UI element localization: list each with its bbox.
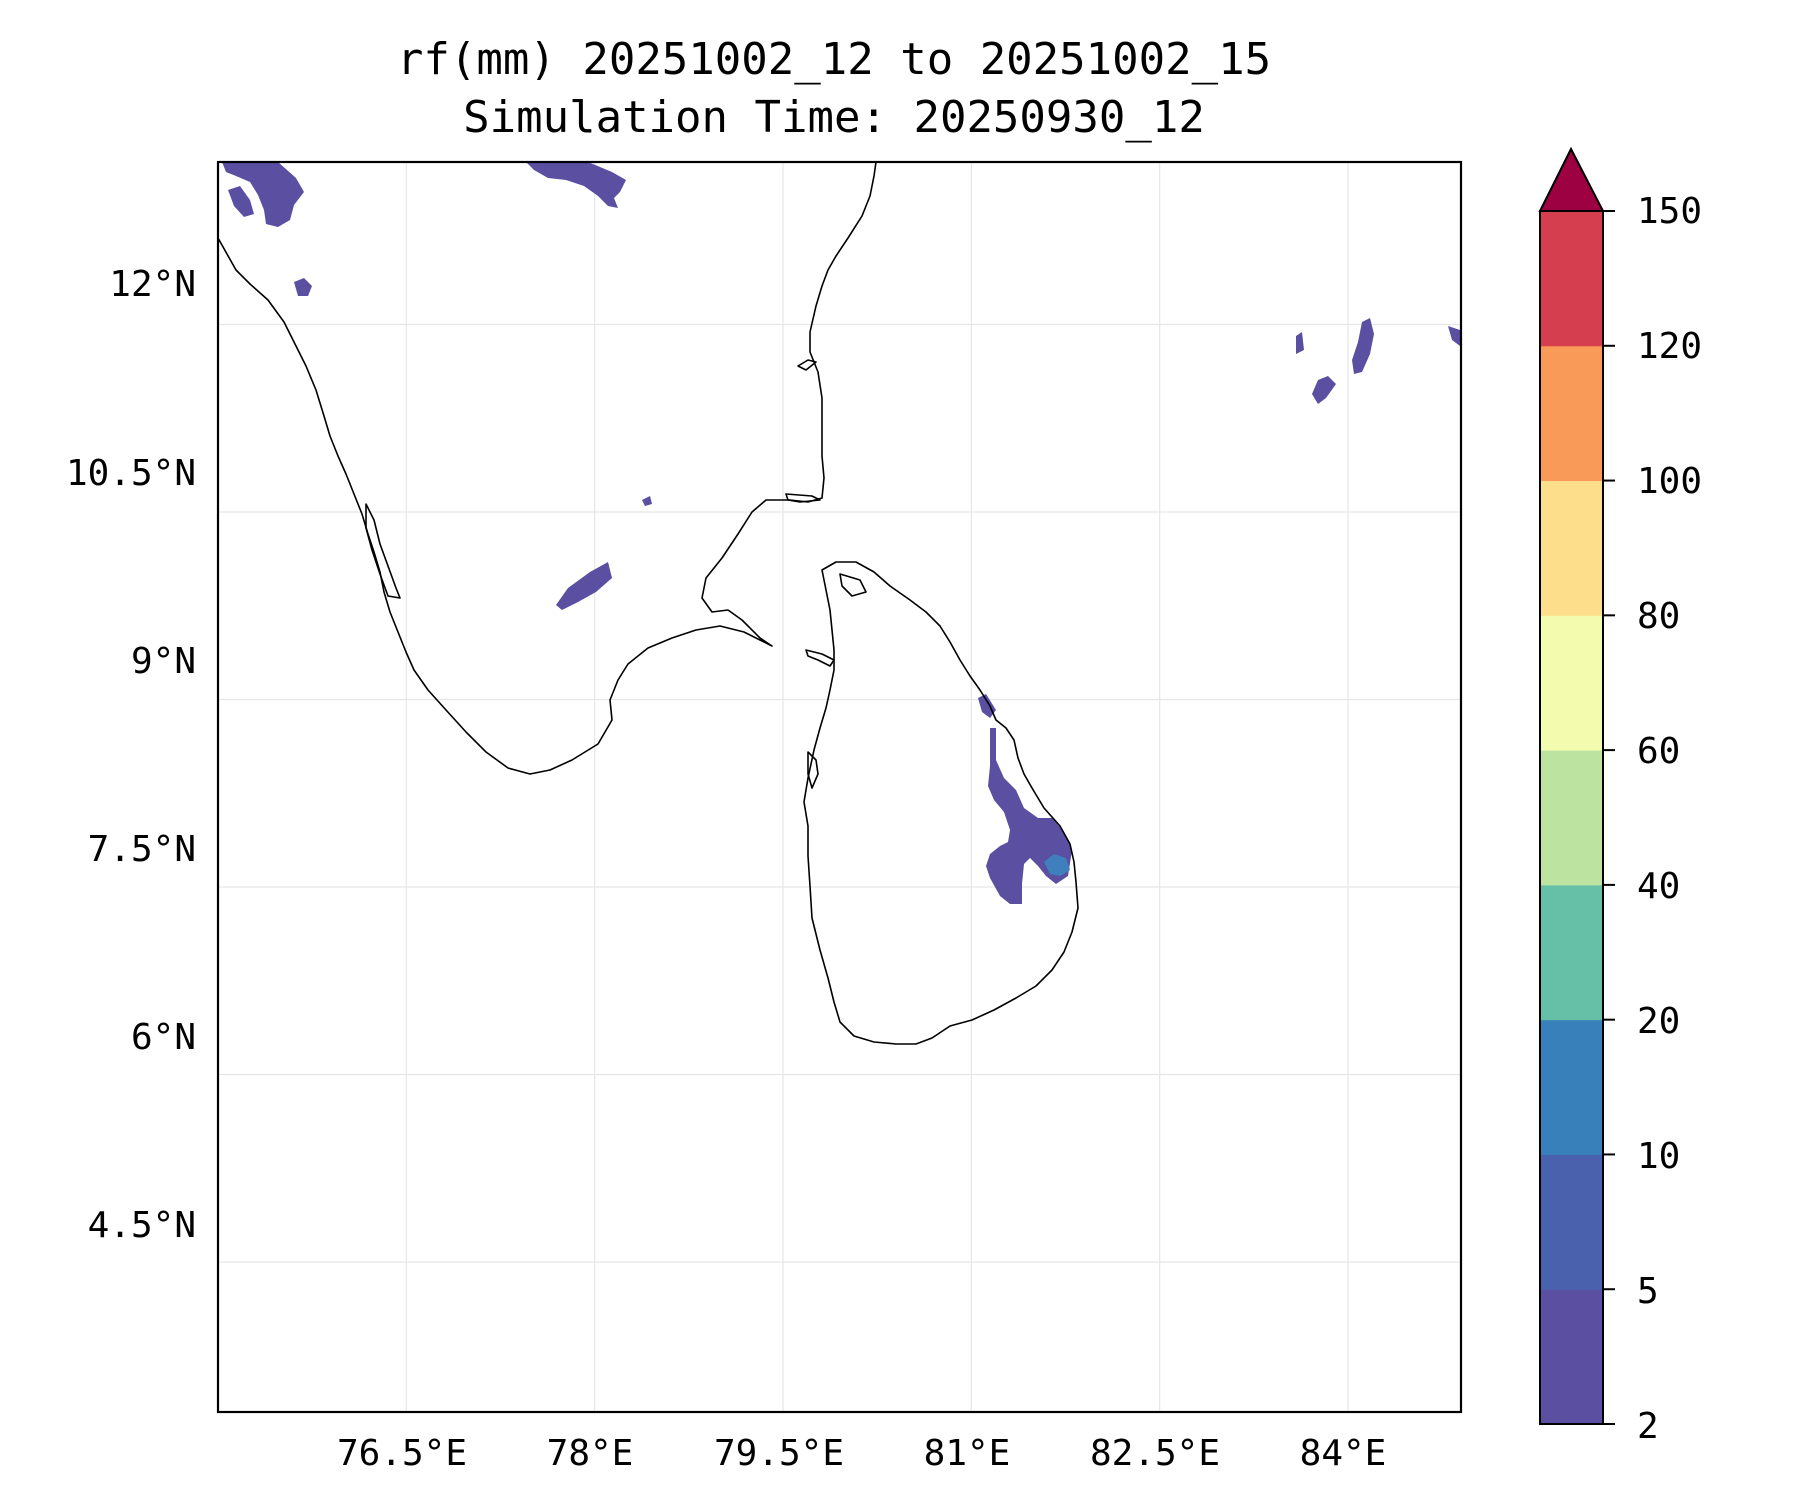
colorbar-label: 40 — [1637, 866, 1680, 907]
rain-area-sl-east-core — [1044, 854, 1070, 876]
sri-lanka-coastline — [803, 561, 1079, 1045]
adams-bridge-island — [805, 649, 835, 667]
mannar-island — [807, 751, 819, 789]
map-panel — [216, 160, 1463, 1414]
colorbar-label: 5 — [1637, 1271, 1659, 1312]
colorbar-ticks — [1603, 210, 1615, 1425]
rain-area-gulf-speck — [642, 496, 652, 506]
rain-area-nw-small — [228, 186, 254, 217]
rain-area-ne-2 — [1312, 376, 1336, 404]
colorbar-frame — [1539, 210, 1604, 1425]
colorbar-swatch — [1540, 615, 1603, 751]
colorbar-swatch — [1540, 1289, 1603, 1425]
x-tick-label: 78°E — [547, 1433, 634, 1474]
colorbar-label: 80 — [1637, 596, 1680, 637]
india-coastline — [217, 161, 877, 775]
coastlines — [217, 161, 1079, 1045]
colorbar-swatch — [1540, 480, 1603, 616]
y-tick-label: 7.5°N — [88, 829, 196, 870]
colorbar-swatches — [1540, 211, 1603, 1425]
colorbar-label: 20 — [1637, 1001, 1680, 1042]
colorbar-label: 100 — [1637, 461, 1702, 502]
y-tick-label: 6°N — [131, 1017, 196, 1058]
y-tick-label: 10.5°N — [66, 453, 196, 494]
rain-area-ne-1 — [1352, 318, 1374, 374]
rain-area-sl-north — [978, 694, 996, 718]
rain-area-nw-speck — [294, 278, 312, 296]
colorbar-label: 60 — [1637, 731, 1680, 772]
x-tick-label: 79.5°E — [714, 1433, 844, 1474]
colorbar-extend-triangle — [1538, 146, 1605, 212]
rain-area-north-band — [526, 162, 626, 208]
map-frame — [216, 160, 1463, 1414]
rain-area-nw-large — [222, 162, 304, 227]
x-axis-ticks: 76.5°E 78°E 79.5°E 81°E 82.5°E 84°E — [337, 1433, 1386, 1474]
rainfall-areas — [222, 162, 1460, 904]
colorbar-swatch — [1540, 1154, 1603, 1290]
jaffna-lagoon-island — [839, 573, 867, 597]
kerala-backwater — [365, 503, 401, 599]
x-tick-label: 82.5°E — [1090, 1433, 1220, 1474]
y-axis-ticks: 12°N 10.5°N 9°N 7.5°N 6°N 4.5°N — [66, 264, 196, 1246]
rain-area-gulf-band — [556, 562, 612, 610]
palk-bay-islet — [785, 493, 821, 503]
colorbar-swatch — [1540, 1019, 1603, 1155]
colorbar-label: 150 — [1637, 191, 1702, 232]
x-tick-label: 76.5°E — [337, 1433, 467, 1474]
gridlines — [218, 162, 1461, 1412]
colorbar-swatch — [1540, 211, 1603, 347]
rain-area-ne-3 — [1296, 332, 1304, 354]
colorbar-label: 120 — [1637, 326, 1702, 367]
map-title-line2: Simulation Time: 20250930_12 — [463, 92, 1205, 143]
rain-area-ne-edge — [1448, 326, 1460, 346]
map-title-line1: rf(mm) 20251002_12 to 20251002_15 — [397, 34, 1271, 85]
colorbar-swatch — [1540, 750, 1603, 886]
colorbar-label: 10 — [1637, 1136, 1680, 1177]
y-tick-label: 4.5°N — [88, 1205, 196, 1246]
colorbar-swatch — [1540, 345, 1603, 482]
north-strait-islet — [797, 359, 817, 371]
y-tick-label: 9°N — [131, 641, 196, 682]
x-tick-label: 84°E — [1300, 1433, 1387, 1474]
colorbar-swatch — [1540, 884, 1603, 1021]
colorbar: 2 5 10 20 40 60 80 100 120 150 — [1538, 146, 1702, 1447]
x-tick-label: 81°E — [924, 1433, 1011, 1474]
colorbar-label: 2 — [1637, 1406, 1659, 1447]
y-tick-label: 12°N — [109, 264, 196, 305]
map-background — [218, 162, 1461, 1412]
colorbar-tick-labels: 2 5 10 20 40 60 80 100 120 150 — [1637, 191, 1702, 1447]
